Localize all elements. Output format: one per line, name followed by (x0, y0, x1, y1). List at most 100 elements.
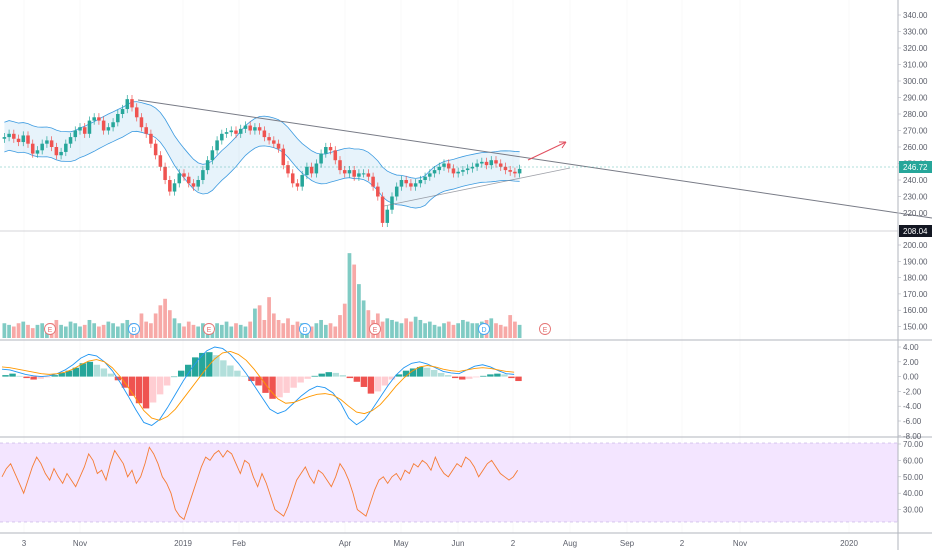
candle-body (243, 125, 248, 129)
volume-bar (503, 326, 508, 338)
candle-body (451, 168, 456, 174)
macd-signal-line (1, 350, 515, 421)
volume-bar (347, 253, 352, 338)
candle-body (338, 160, 342, 171)
volume-bar (191, 324, 196, 338)
time-axis-label: Feb (232, 539, 246, 548)
volume-bar (172, 318, 177, 338)
volume-bar (361, 300, 366, 338)
volume-bar (215, 323, 219, 338)
rsi-axis[interactable]: 70.00 60.00 50.00 40.00 30.00 (898, 440, 924, 515)
event-marker-label: E (373, 327, 378, 334)
macd-histogram-bar (473, 376, 480, 378)
volume-bar (26, 324, 30, 338)
candle-body (428, 173, 432, 177)
resistance-trendline[interactable] (137, 99, 932, 219)
volume-bar (78, 326, 82, 338)
candle-body (21, 135, 26, 143)
macd-axis[interactable]: 4.00 2.00 0.00 -2.00 -4.00 -6.00 -8.00 (898, 343, 922, 441)
projection-arrow[interactable] (527, 141, 567, 161)
support-trendline[interactable] (383, 167, 571, 207)
candle-body (494, 160, 498, 164)
volume-bar (290, 324, 295, 338)
low-price-label: 208.04 (899, 225, 932, 237)
axis-tick-label: 70.00 (903, 440, 924, 449)
volume-axis[interactable]: 200.00 190.00 180.00 170.00 160.00 150.00 (898, 241, 928, 332)
event-marker-badge (128, 323, 140, 335)
candle-body (196, 180, 200, 187)
price-axis[interactable]: 340.00 330.00 320.00 310.00 300.00 290.00 280.… (898, 11, 928, 218)
candle-body (399, 180, 404, 187)
candle-body (224, 132, 229, 134)
volume-bar (338, 315, 342, 338)
candle-body (328, 147, 333, 151)
macd-histogram-bar (381, 376, 389, 386)
axis-tick-label: 330.00 (903, 28, 928, 37)
volume-bar (461, 319, 465, 338)
volume-bar (267, 297, 271, 338)
volume-bar (409, 321, 413, 338)
last-price-badge (899, 161, 932, 173)
candle-body (347, 170, 352, 174)
macd-histogram-bar (395, 374, 403, 377)
candle-body (40, 143, 44, 151)
volume-bar (451, 324, 456, 338)
volume-bar (456, 323, 461, 338)
macd-histogram-bar (508, 376, 515, 379)
macd-histogram-bar (199, 352, 206, 377)
time-axis[interactable]: 3 Nov 2019 Feb Apr May Jun 2 Aug Sep 2 Nov 2020 (22, 539, 859, 548)
volume-bar (106, 321, 111, 338)
axis-tick-label: 190.00 (903, 257, 928, 266)
candle-body (437, 166, 442, 171)
axis-tick-label: 160.00 (903, 306, 928, 315)
volume-bar (153, 313, 158, 338)
price-pane[interactable] (0, 95, 932, 232)
time-axis-label: May (393, 539, 408, 548)
candle-body (286, 165, 290, 174)
candle-body (404, 180, 408, 184)
volume-bar (352, 264, 357, 338)
macd-histogram-bar (30, 376, 37, 380)
rsi-pane[interactable] (0, 442, 898, 523)
candle-body (498, 163, 503, 167)
axis-tick-label: 320.00 (903, 44, 928, 53)
candle-body (394, 186, 399, 197)
macd-histogram-bar (9, 373, 16, 377)
macd-histogram-bar (311, 375, 318, 377)
macd-histogram-bar (452, 376, 459, 379)
candle-body (191, 183, 196, 187)
time-axis-label: Sep (620, 539, 635, 548)
macd-histogram-bar (430, 369, 438, 377)
bollinger-lower-line (4, 130, 520, 209)
volume-bar (163, 298, 167, 338)
candle-body (357, 173, 361, 177)
time-axis-label: Jun (452, 539, 465, 548)
volume-bar (35, 324, 40, 338)
macd-histogram-bar (255, 376, 262, 386)
candle-body (149, 133, 153, 144)
candle-body (205, 160, 210, 171)
volume-bar (11, 326, 16, 338)
volume-bar (120, 323, 125, 338)
volume-bar (489, 318, 494, 338)
candle-body (210, 150, 215, 161)
macd-histogram-bar (487, 374, 494, 377)
candles (2, 95, 522, 228)
macd-histogram-bar (220, 360, 227, 377)
candle-body (295, 183, 300, 187)
candle-body (484, 161, 489, 166)
macd-histogram-bar (135, 376, 143, 404)
macd-pane[interactable] (1, 346, 522, 426)
candle-body (432, 170, 437, 174)
volume-bar (508, 315, 513, 338)
volume-bar (380, 321, 385, 338)
candle-body (130, 99, 134, 108)
event-marker-badge (369, 323, 381, 335)
volume-bar (238, 324, 243, 338)
candle-body (73, 130, 78, 138)
volume-pane[interactable] (2, 253, 522, 338)
volume-bar (319, 319, 323, 338)
candle-body (281, 148, 286, 166)
